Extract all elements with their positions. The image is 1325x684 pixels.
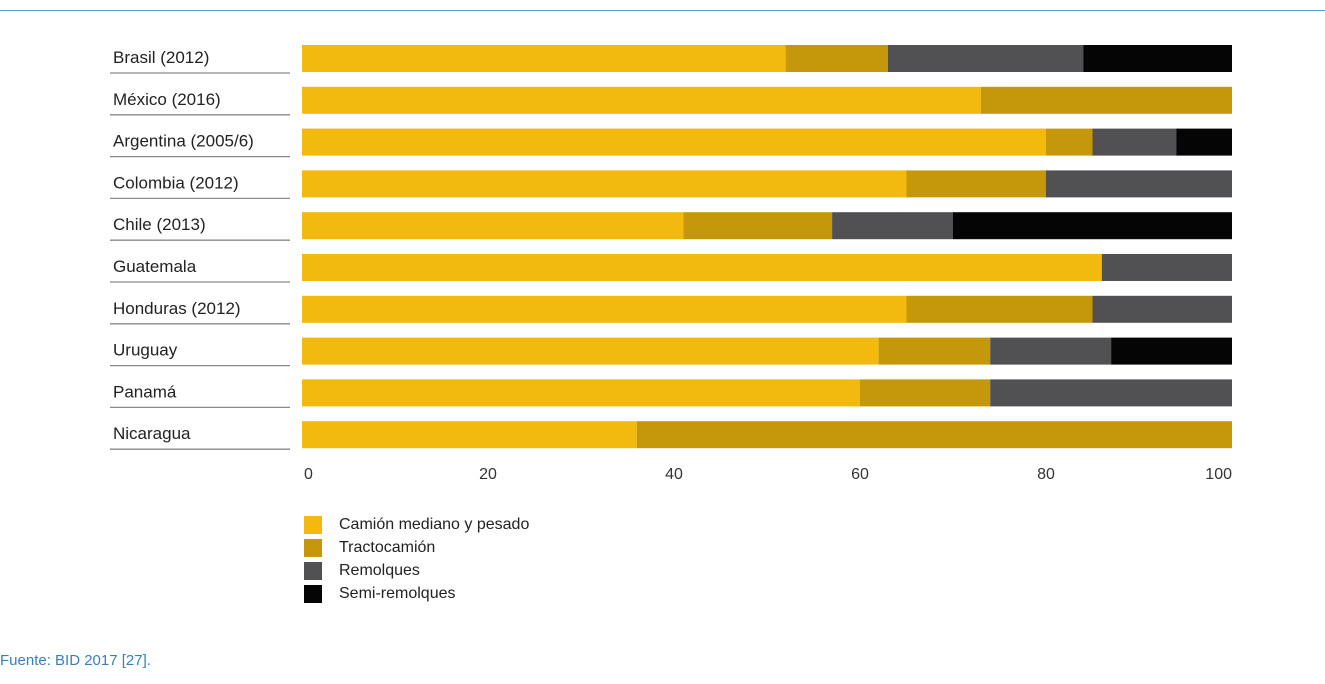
bar-segment: [1101, 254, 1232, 281]
legend-swatch: [304, 515, 322, 534]
legend-label: Semi-remolques: [339, 584, 456, 602]
category-label: México (2016): [113, 90, 221, 109]
x-tick-label: 20: [479, 466, 497, 483]
bars: [302, 45, 1232, 449]
legend-item: Semi-remolques: [304, 582, 529, 605]
bar-segment: [302, 379, 860, 407]
bar-segment: [832, 212, 953, 240]
legend-swatch: [304, 584, 322, 603]
category-labels: Brasil (2012) México (2016) Argentina (200…: [110, 48, 290, 450]
bar-segment: [785, 45, 888, 72]
stacked-bar-chart: Brasil (2012) México (2016) Argentina (200…: [110, 45, 1232, 483]
legend-swatch: [304, 538, 322, 557]
bar-segment: [1046, 170, 1232, 198]
category-label: Honduras (2012): [113, 299, 241, 318]
legend-swatch: [304, 561, 322, 580]
category-label: Uruguay: [113, 341, 178, 360]
bar-segment: [990, 337, 1112, 365]
bar-segment: [860, 379, 991, 407]
bar-segment: [302, 421, 637, 449]
category-label: Panamá: [113, 382, 177, 401]
category-label: Argentina (2005/6): [113, 132, 254, 151]
legend-label: Remolques: [339, 561, 420, 579]
category-label: Guatemala: [113, 257, 197, 276]
source-note: Fuente: BID 2017 [27].: [0, 652, 151, 669]
bar-segment: [683, 212, 833, 240]
legend: Camión mediano y pesado Tractocamión Remol…: [304, 513, 529, 605]
x-tick-label: 60: [851, 466, 869, 483]
bar-segment: [302, 86, 981, 114]
x-tick-label: 80: [1037, 466, 1055, 483]
bar-segment: [302, 45, 786, 72]
category-label: Brasil (2012): [113, 48, 209, 67]
bar-segment: [953, 212, 1232, 240]
bar-segment: [1176, 128, 1232, 156]
bar-segment: [302, 337, 879, 365]
bar-segment: [906, 170, 1046, 198]
bar-segment: [990, 379, 1232, 407]
bar-segment: [636, 421, 1232, 449]
bar-segment: [1111, 337, 1232, 365]
x-tick-label: 40: [665, 466, 683, 483]
legend-item: Camión mediano y pesado: [304, 513, 529, 536]
legend-label: Camión mediano y pesado: [339, 515, 530, 533]
category-label: Colombia (2012): [113, 173, 239, 192]
legend-item: Tractocamión: [304, 536, 529, 559]
legend-label: Tractocamión: [339, 538, 436, 556]
bar-segment: [1083, 45, 1232, 72]
bar-segment: [302, 212, 684, 240]
bar-segment: [1092, 128, 1177, 156]
bar-segment: [1046, 128, 1093, 156]
bar-segment: [980, 86, 1232, 114]
bar-segment: [302, 128, 1046, 156]
bar-segment: [906, 295, 1093, 323]
bar-segment: [878, 337, 991, 365]
x-axis-ticks: 0 20 40 60 80 100: [304, 466, 1232, 483]
bar-segment: [302, 254, 1102, 281]
bar-segment: [302, 295, 907, 323]
legend-item: Remolques: [304, 559, 529, 582]
category-label: Nicaragua: [113, 424, 191, 443]
bar-segment: [302, 170, 907, 198]
x-tick-label: 100: [1205, 466, 1232, 483]
bar-segment: [887, 45, 1084, 72]
bar-segment: [1092, 295, 1232, 323]
x-tick-label: 0: [304, 466, 313, 483]
top-rule: [0, 10, 1325, 11]
category-label: Chile (2013): [113, 215, 206, 234]
